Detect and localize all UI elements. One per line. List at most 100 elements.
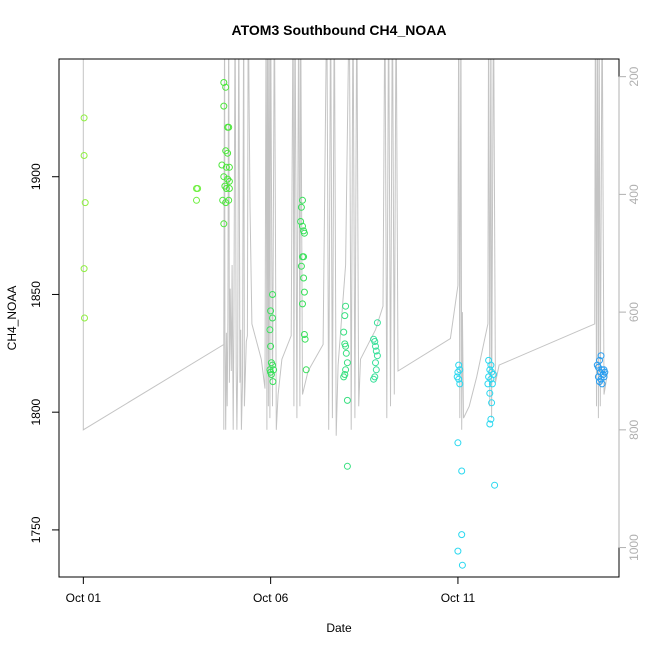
data-point <box>601 368 609 376</box>
y2-axis: 200 400 600 800 1000 <box>618 66 641 561</box>
data-point <box>343 359 351 367</box>
data-point <box>300 274 308 282</box>
data-point <box>222 199 230 207</box>
data-point <box>342 342 350 350</box>
data-point <box>343 462 351 470</box>
data-point <box>299 196 306 204</box>
y-tick-label: 1750 <box>29 516 43 543</box>
x-axis: Oct 01 Oct 06 Oct 11 <box>66 576 476 605</box>
y-tick-label: 1800 <box>29 399 43 426</box>
y-axis: 1750 1800 1850 1900 <box>29 163 60 543</box>
data-point <box>220 173 228 181</box>
y2-tick-label: 400 <box>627 184 641 204</box>
data-point <box>372 342 379 350</box>
data-point <box>301 335 309 343</box>
data-point <box>486 420 494 428</box>
data-point <box>299 300 306 308</box>
data-point <box>487 361 495 369</box>
data-point <box>488 399 496 407</box>
data-point <box>456 380 464 388</box>
data-point <box>491 481 499 489</box>
data-point <box>486 389 494 397</box>
data-point <box>300 229 308 237</box>
data-point <box>222 185 230 192</box>
data-point <box>458 561 466 569</box>
data-point <box>341 312 349 320</box>
data-point <box>484 380 492 388</box>
data-point <box>297 203 305 211</box>
data-point <box>267 307 275 315</box>
x-axis-label: Date <box>326 621 352 635</box>
data-point <box>267 342 275 350</box>
y-tick-label: 1900 <box>29 163 43 190</box>
pressure-trace-layer <box>82 59 609 436</box>
data-point <box>455 375 463 383</box>
data-point <box>81 199 89 207</box>
data-point <box>222 163 230 171</box>
data-point <box>225 123 233 131</box>
data-point <box>224 175 232 183</box>
data-point <box>193 196 200 204</box>
data-point <box>220 220 228 228</box>
data-point <box>594 363 602 371</box>
y2-tick-label: 800 <box>627 420 641 440</box>
y-tick-label: 1850 <box>29 281 43 308</box>
data-point <box>270 366 278 374</box>
y2-tick-label: 200 <box>627 66 641 86</box>
data-point <box>597 352 605 360</box>
data-point <box>299 222 306 230</box>
data-points-layer <box>80 79 609 569</box>
data-point <box>371 338 379 345</box>
data-point <box>297 218 305 225</box>
data-point <box>269 291 276 298</box>
pressure-trace-line <box>82 59 609 436</box>
data-point <box>454 368 462 376</box>
data-point <box>372 359 379 367</box>
data-point <box>194 185 202 192</box>
data-point <box>342 366 350 374</box>
data-point <box>370 375 378 383</box>
y-axis-label: CH4_NOAA <box>5 286 19 351</box>
data-point <box>224 149 232 157</box>
data-point <box>342 302 350 310</box>
data-point <box>340 373 348 381</box>
data-point <box>342 349 350 357</box>
data-point <box>225 185 233 192</box>
y2-tick-label: 600 <box>627 302 641 322</box>
data-point <box>300 288 308 296</box>
data-point <box>454 439 462 447</box>
plot-frame <box>58 58 620 578</box>
data-point <box>225 163 233 171</box>
x-tick-label: Oct 01 <box>66 591 102 605</box>
data-point <box>373 319 381 327</box>
data-point <box>220 102 228 110</box>
x-tick-label: Oct 11 <box>441 591 476 605</box>
data-point <box>266 326 274 334</box>
data-point <box>340 328 348 336</box>
data-point <box>372 347 380 355</box>
data-point <box>225 177 233 185</box>
data-point <box>297 262 305 270</box>
data-point <box>269 314 276 322</box>
data-point <box>598 380 606 388</box>
data-point <box>372 366 380 374</box>
data-point <box>373 352 381 360</box>
data-point <box>487 415 495 423</box>
data-point <box>343 396 351 404</box>
data-point <box>80 114 88 122</box>
data-point <box>222 83 230 91</box>
data-point <box>80 265 88 273</box>
x-tick-label: Oct 06 <box>253 591 289 605</box>
chart-title: ATOM3 Southbound CH4_NOAA <box>232 22 447 38</box>
data-point <box>80 152 88 159</box>
data-point <box>485 373 493 381</box>
data-point <box>454 547 462 555</box>
data-point <box>269 378 277 386</box>
data-point <box>302 366 310 374</box>
data-point <box>300 331 308 338</box>
data-point <box>220 79 228 86</box>
data-point <box>488 380 496 388</box>
data-point <box>458 467 466 475</box>
y2-tick-label: 1000 <box>627 534 641 561</box>
